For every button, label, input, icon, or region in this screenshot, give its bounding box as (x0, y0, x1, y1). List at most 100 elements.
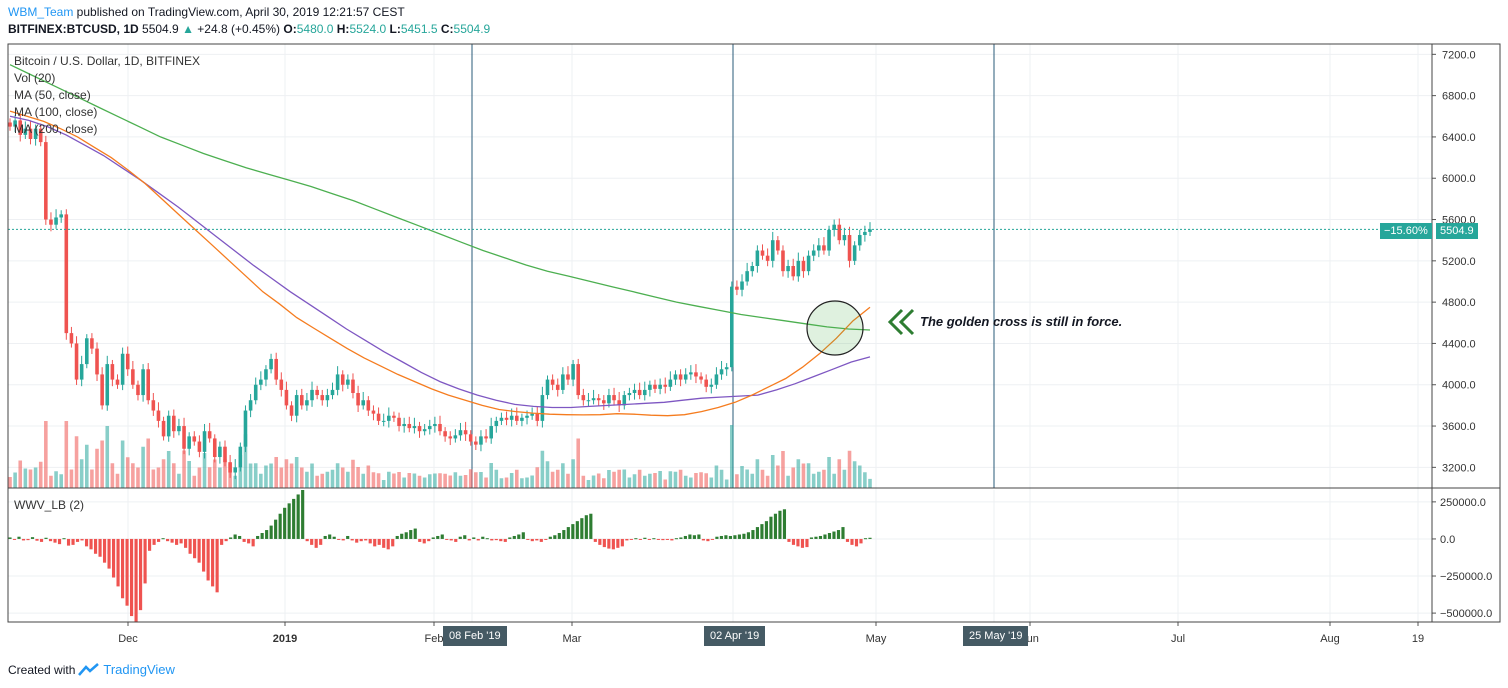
candle-body (207, 431, 212, 439)
price-tick-label: 6400.0 (1442, 132, 1476, 144)
volume-bar (786, 475, 790, 488)
volume-bar (392, 473, 396, 488)
legend-ma100[interactable]: MA (100, close) (14, 105, 98, 119)
symbol-header: BITFINEX:BTCUSD, 1D 5504.9 ▲ +24.8 (+0.4… (8, 22, 490, 36)
volume-bar (243, 434, 248, 488)
oscillator-bar (301, 490, 305, 539)
legend-ma200[interactable]: MA (200, close) (14, 122, 98, 136)
author-link[interactable]: WBM_Team (8, 5, 74, 19)
candle-body (54, 217, 58, 225)
golden-cross-circle (806, 300, 915, 356)
legend-title[interactable]: Bitcoin / U.S. Dollar, 1D, BITFINEX (14, 54, 201, 68)
oscillator-label[interactable]: WWV_LB (2) (14, 498, 85, 512)
volume-bar (627, 477, 632, 488)
oscillator-bar (148, 538, 152, 551)
oscillator-bar (476, 538, 480, 541)
oscillator-bar (62, 538, 66, 540)
volume-bar (218, 467, 222, 488)
candle-body (315, 389, 319, 396)
candle-body (8, 122, 12, 127)
osc-tick-label: −500000.0 (1440, 608, 1492, 620)
oscillator-bar (715, 536, 719, 539)
candle-body (863, 231, 867, 236)
volume-bar (827, 457, 831, 488)
oscillator-bar (35, 538, 39, 541)
volume-bar (535, 467, 540, 488)
volume-bar (212, 459, 217, 488)
volume-bar (23, 468, 28, 488)
volume-bar (325, 471, 330, 488)
volume-bar (202, 453, 207, 488)
volume-bar (806, 463, 811, 488)
volume-bar (207, 467, 212, 488)
candle-body (540, 395, 545, 421)
open-value: 5480.0 (296, 22, 334, 36)
volume-bar (315, 475, 319, 488)
oscillator-bar (242, 538, 246, 542)
time-tick-label: 19 (1412, 633, 1424, 645)
candle-body (514, 415, 519, 421)
oscillator-bar (44, 537, 48, 539)
candle-body (791, 266, 796, 277)
oscillator-bar (638, 538, 642, 540)
oscillator-bar (575, 521, 579, 539)
price-axis-labels: 7200.06800.06400.06000.05600.05200.04800… (1440, 49, 1492, 620)
candle-body (197, 441, 202, 452)
candle-body (525, 415, 529, 418)
volume-bar (494, 469, 499, 488)
oscillator-bar (368, 538, 372, 544)
volume-bar (125, 457, 130, 488)
oscillator-bar (629, 538, 633, 540)
candle-body (284, 389, 289, 406)
oscillator-bar (800, 538, 805, 548)
oscillator-bar (377, 538, 381, 545)
volume-bar (719, 469, 724, 488)
candle-body (632, 389, 637, 394)
volume-bar (602, 478, 606, 488)
price-change-badge: −15.60% (1380, 223, 1432, 239)
candle-body (320, 395, 325, 401)
volume-bar (653, 473, 657, 488)
volume-bar (520, 478, 524, 488)
volume-bar (69, 469, 74, 488)
price-tick-label: 3200.0 (1442, 462, 1476, 474)
candle-body (340, 374, 345, 385)
oscillator-bar (616, 538, 620, 548)
candle-body (131, 369, 135, 385)
volume-bar (796, 459, 801, 488)
volume-bar (402, 477, 406, 488)
footer-brand[interactable]: TradingView (103, 662, 175, 677)
volume-bar (550, 471, 555, 488)
candle-body (120, 353, 125, 385)
candle-body (714, 374, 719, 385)
candle-body (474, 441, 478, 445)
oscillator-bar (71, 538, 75, 545)
candle-body (330, 389, 335, 396)
legend-vol[interactable]: Vol (20) (14, 71, 56, 85)
volume-bar (489, 463, 493, 488)
candle-body (811, 250, 816, 256)
volume-bar (453, 472, 458, 488)
volume-bar (74, 436, 79, 488)
oscillator-bar (571, 524, 575, 539)
volume-bar (663, 479, 668, 488)
volume-bar (100, 440, 104, 488)
legend-ma50[interactable]: MA (50, close) (14, 88, 91, 102)
candle-body (699, 376, 703, 380)
oscillator-bar (791, 538, 796, 545)
oscillator-bar (517, 534, 521, 539)
oscillator-bar (89, 538, 93, 550)
oscillator-bar (611, 538, 615, 550)
oscillator-bar (553, 535, 557, 539)
candle-body (69, 333, 74, 344)
price-tick-label: 4400.0 (1442, 338, 1476, 350)
oscillator-bar (116, 538, 120, 587)
oscillator-bar (93, 538, 98, 554)
oscillator-bar (341, 538, 345, 541)
oscillator-bar (66, 538, 71, 546)
last-price: 5504.9 (142, 22, 179, 36)
volume-bar (484, 477, 488, 488)
oscillator-bar (310, 538, 314, 545)
annotation-text[interactable]: The golden cross is still in force. (920, 314, 1123, 329)
